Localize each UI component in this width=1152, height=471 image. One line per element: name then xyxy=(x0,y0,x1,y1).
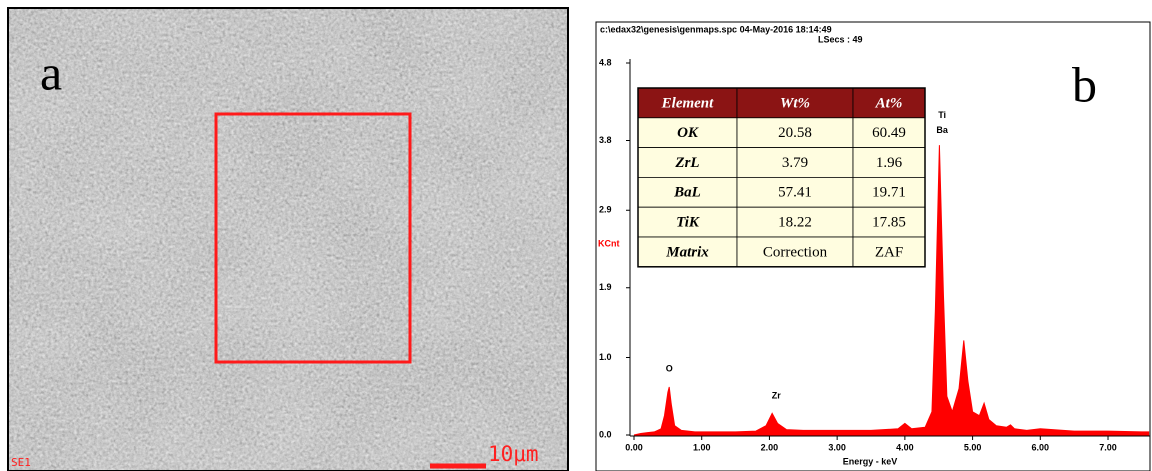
table-text: 19.71 xyxy=(872,185,906,201)
table-text: 60.49 xyxy=(872,125,906,141)
peak-label: Ba xyxy=(936,125,948,135)
x-tick-label: 6.00 xyxy=(1032,442,1050,452)
table-text: 20.58 xyxy=(778,125,812,141)
table-header: Wt% xyxy=(780,95,810,111)
table-text: Matrix xyxy=(665,244,709,260)
figure: a SE1 10μm c:\edax32\genesis\genmaps.spc… xyxy=(0,0,1152,471)
x-tick-label: 7.00 xyxy=(1099,442,1117,452)
sem-panel: a SE1 10μm xyxy=(8,8,568,471)
y-tick-label: 3.8 xyxy=(599,135,612,145)
x-tick-label: 4.00 xyxy=(896,442,914,452)
y-tick-label: 1.0 xyxy=(599,352,612,362)
quant-table: Element Wt% At% OK 20.58 60.49 ZrL 3.79 1.96 BaL 5… xyxy=(638,88,925,267)
peak-label: Zr xyxy=(772,391,781,401)
table-text: TiK xyxy=(676,215,700,231)
table-text: 1.96 xyxy=(876,155,903,171)
y-tick-label: 2.9 xyxy=(599,205,612,215)
table-text: OK xyxy=(677,125,699,141)
spectrum-subheader: LSecs : 49 xyxy=(818,34,863,44)
x-tick-label: 0.00 xyxy=(625,442,643,452)
x-axis-label: Energy - keV xyxy=(843,456,898,466)
spectrum-header: c:\edax32\genesis\genmaps.spc 04-May-201… xyxy=(600,24,832,34)
table-text: 18.22 xyxy=(778,215,812,231)
table-text: 3.79 xyxy=(782,155,808,171)
peak-label: O xyxy=(666,364,673,374)
table-text: 57.41 xyxy=(778,185,812,201)
peak-label: Ti xyxy=(938,110,946,120)
x-tick-label: 5.00 xyxy=(964,442,982,452)
table-text: Correction xyxy=(763,244,828,260)
table-text: 17.85 xyxy=(872,215,906,231)
x-tick-label: 2.00 xyxy=(761,442,779,452)
y-tick-label: 0.0 xyxy=(599,429,612,439)
panel-label: a xyxy=(40,44,62,100)
panel-label: b xyxy=(1072,56,1097,112)
table-header: At% xyxy=(875,95,903,111)
table-header: Element xyxy=(661,95,714,111)
x-tick-label: 1.00 xyxy=(693,442,711,452)
y-tick-label: 4.8 xyxy=(599,57,612,67)
table-text: ZAF xyxy=(875,244,903,260)
detector-label: SE1 xyxy=(11,456,31,469)
sem-shading xyxy=(8,8,568,471)
table-text: BaL xyxy=(673,185,701,201)
y-axis-label: KCnt xyxy=(598,238,620,248)
x-tick-label: 3.00 xyxy=(828,442,846,452)
table-text: ZrL xyxy=(674,155,699,171)
y-tick-label: 1.9 xyxy=(599,282,612,292)
scale-label: 10μm xyxy=(488,442,539,466)
